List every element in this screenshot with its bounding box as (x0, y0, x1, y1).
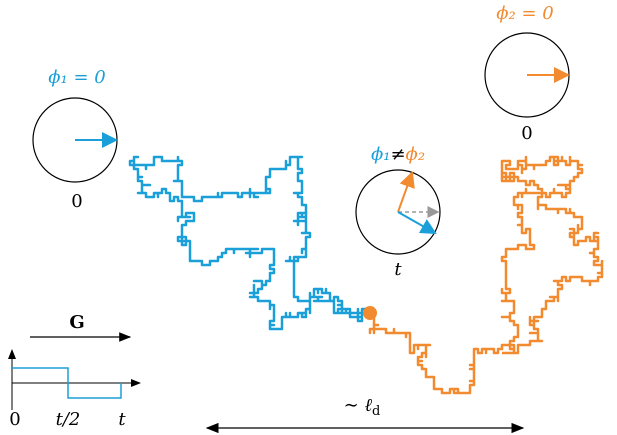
time-label: t (394, 259, 402, 280)
gradient-label: G (69, 312, 84, 333)
phase-right: ϕ₂ (406, 144, 426, 165)
phase-label: ϕ₂ = 0 (496, 3, 553, 24)
random-walks (130, 157, 602, 393)
time-label: 0 (521, 123, 532, 144)
walk-path (130, 157, 370, 329)
phase-op: ≠ (390, 144, 405, 165)
length-label: ∼ ℓd (344, 395, 381, 419)
axis-label: t/2 (56, 409, 81, 430)
phase-label: ϕ₁ = 0 (48, 67, 105, 88)
phase-arrow (398, 212, 435, 233)
axis-label: 0 (9, 409, 20, 430)
time-label: 0 (71, 191, 82, 212)
phase-left: ϕ₁ (371, 144, 391, 165)
axis-label: t (118, 409, 126, 430)
phase-diff-label: ϕ₁≠ϕ₂ (371, 144, 425, 165)
phase-arrow (398, 173, 412, 212)
length-subscript: d (372, 404, 380, 419)
start-point (363, 306, 377, 320)
length-symbol: ∼ ℓ (344, 395, 373, 416)
diagram: ϕ₁ = 0 0 ϕ₂ = 0 0 ϕ₁≠ϕ₂ t G 0 t/2 t ∼ ℓd (0, 0, 617, 435)
